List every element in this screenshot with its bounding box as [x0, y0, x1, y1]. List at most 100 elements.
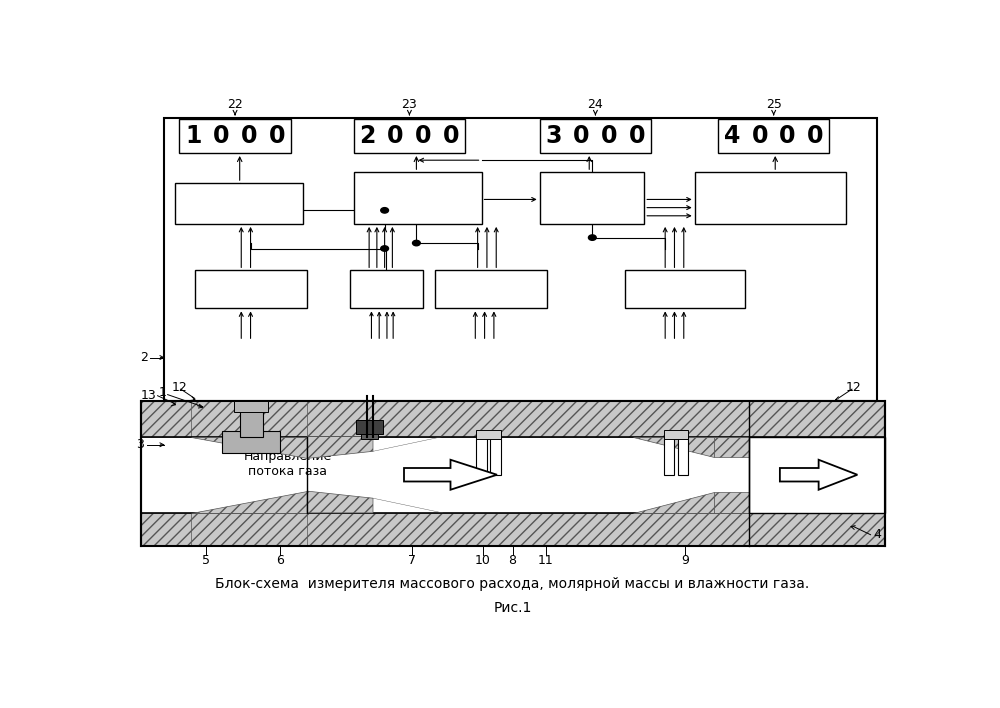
Text: 21: 21	[700, 182, 714, 192]
Text: 20: 20	[545, 182, 559, 192]
Text: 15: 15	[355, 279, 369, 289]
Bar	[222, 431, 280, 453]
Text: 17: 17	[630, 279, 644, 289]
Polygon shape	[714, 492, 749, 513]
Polygon shape	[633, 492, 714, 513]
Bar	[356, 421, 383, 434]
Text: 24: 24	[588, 98, 603, 110]
Bar	[476, 437, 487, 475]
Bar	[540, 120, 651, 153]
Bar	[476, 430, 501, 439]
Bar	[140, 437, 885, 513]
Bar	[435, 270, 547, 309]
Text: 0: 0	[387, 124, 404, 148]
Text: 0: 0	[573, 124, 590, 148]
Text: $\rho_1$: $\rho_1$	[496, 281, 514, 297]
Polygon shape	[307, 437, 373, 458]
Text: 4: 4	[724, 124, 740, 148]
Bar	[361, 421, 378, 439]
Circle shape	[413, 240, 420, 246]
Text: 22: 22	[227, 98, 243, 110]
Bar	[354, 120, 465, 153]
Text: 0: 0	[629, 124, 646, 148]
Bar	[749, 401, 885, 437]
Bar	[749, 513, 885, 546]
Bar	[350, 270, 423, 309]
Bar	[195, 270, 307, 309]
Circle shape	[381, 246, 388, 251]
Text: Направление
потока газа: Направление потока газа	[244, 450, 332, 478]
Polygon shape	[373, 498, 443, 513]
Polygon shape	[191, 401, 307, 437]
Polygon shape	[191, 491, 307, 513]
Text: 1: 1	[158, 387, 166, 399]
Bar	[140, 513, 885, 546]
Text: 12: 12	[846, 381, 862, 394]
Bar	[175, 183, 303, 224]
Bar	[354, 172, 482, 224]
Text: 23: 23	[402, 98, 417, 110]
Text: $\rho_2$: $\rho_2$	[690, 281, 708, 297]
Text: 0: 0	[415, 124, 432, 148]
Text: 2: 2	[359, 124, 376, 148]
Text: $P_1$: $P_1$	[256, 280, 273, 299]
Text: M: M	[426, 190, 440, 205]
Text: 13: 13	[140, 389, 156, 402]
Polygon shape	[633, 437, 714, 457]
Bar	[234, 401, 268, 412]
Text: 8: 8	[509, 554, 516, 567]
Text: 0: 0	[601, 124, 618, 148]
Text: 11: 11	[538, 554, 554, 567]
Text: 12: 12	[172, 381, 187, 394]
Polygon shape	[780, 459, 857, 490]
Bar	[540, 172, 644, 224]
Text: 0: 0	[241, 124, 257, 148]
Bar	[664, 437, 674, 475]
Text: Рис.1: Рис.1	[493, 601, 532, 615]
Text: B: B	[250, 196, 260, 211]
Polygon shape	[191, 437, 307, 458]
Polygon shape	[373, 437, 443, 451]
Polygon shape	[404, 459, 497, 490]
Bar	[678, 437, 688, 475]
Text: 18: 18	[181, 193, 195, 203]
Text: 19: 19	[359, 182, 373, 192]
Text: 3: 3	[545, 124, 562, 148]
Text: 10: 10	[475, 554, 491, 567]
Bar	[240, 401, 263, 437]
Bar	[749, 437, 885, 513]
Text: 16: 16	[440, 279, 454, 289]
Text: 0: 0	[443, 124, 460, 148]
Polygon shape	[191, 513, 307, 546]
Bar	[164, 118, 877, 401]
Text: 0: 0	[751, 124, 768, 148]
Text: Блок-схема  измерителя массового расхода, молярной массы и влажности газа.: Блок-схема измерителя массового расхода,…	[215, 577, 810, 590]
Bar	[625, 270, 745, 309]
Bar	[695, 172, 846, 224]
Bar	[140, 401, 885, 437]
Text: $Q_m$: $Q_m$	[774, 189, 798, 207]
Bar	[179, 120, 291, 153]
Text: 2: 2	[140, 351, 148, 364]
Text: 7: 7	[408, 554, 416, 567]
Text: B: B	[395, 282, 406, 297]
Text: 25: 25	[766, 98, 782, 110]
Text: 0: 0	[807, 124, 824, 148]
Polygon shape	[714, 437, 749, 457]
Text: 5: 5	[202, 554, 210, 567]
Text: 9: 9	[681, 554, 689, 567]
Text: 0: 0	[213, 124, 229, 148]
Circle shape	[588, 235, 596, 240]
Text: 14: 14	[200, 279, 214, 289]
Bar	[718, 120, 829, 153]
Text: 1: 1	[185, 124, 201, 148]
Text: 0: 0	[779, 124, 796, 148]
Bar	[664, 430, 688, 439]
Bar	[490, 437, 501, 475]
Circle shape	[381, 207, 388, 213]
Text: 4: 4	[873, 528, 881, 541]
Text: 0: 0	[269, 124, 285, 148]
Polygon shape	[307, 491, 373, 513]
Text: 3: 3	[136, 438, 144, 451]
Bar	[140, 401, 885, 546]
